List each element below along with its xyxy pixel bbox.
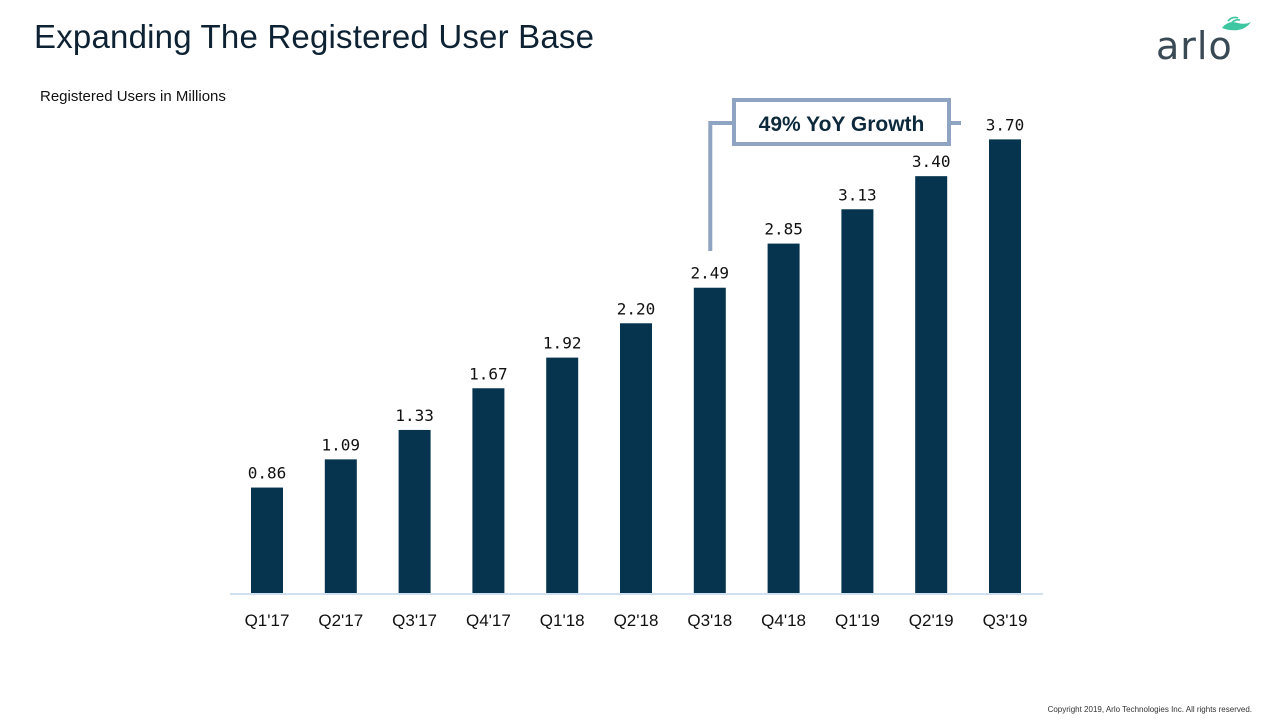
value-label: 1.09 <box>322 435 361 454</box>
bar-Q2'19 <box>915 176 948 593</box>
bar-Q1'17 <box>251 487 283 593</box>
value-label: 1.92 <box>543 334 582 353</box>
bar-Q4'17 <box>472 388 505 593</box>
bar-Q2'17 <box>324 459 357 593</box>
chart-ylabel: Registered Users in Millions <box>40 88 226 105</box>
value-label: 3.40 <box>912 152 951 171</box>
value-label: 2.20 <box>617 299 656 318</box>
category-label: Q3'19 <box>983 611 1028 630</box>
bar-Q2'18 <box>620 323 652 593</box>
value-label: 1.33 <box>395 406 434 425</box>
category-label: Q1'17 <box>245 611 290 630</box>
copyright-notice: Copyright 2019, Arlo Technologies Inc. A… <box>1047 705 1252 714</box>
value-label: 0.86 <box>248 464 287 483</box>
bird-icon <box>1222 16 1251 31</box>
category-label: Q2'17 <box>318 611 363 630</box>
callout-box <box>732 98 951 146</box>
slide-title: Expanding The Registered User Base <box>34 18 595 55</box>
value-label: 3.13 <box>838 185 877 204</box>
bar-Q1'19 <box>841 209 874 593</box>
bars-layer: 0.86 Q1'17 1.09 Q2'17 1.33 Q3'17 1.67 Q4'17 1.92… <box>245 115 1028 630</box>
value-label: 1.67 <box>469 364 508 383</box>
arlo-logo: arlo <box>1156 14 1256 68</box>
bar-Q3'18 <box>693 287 726 593</box>
category-label: Q1'19 <box>835 611 880 630</box>
value-label: 2.85 <box>764 220 803 239</box>
category-label: Q3'17 <box>392 611 437 630</box>
category-label: Q2'18 <box>614 611 659 630</box>
category-label: Q4'18 <box>761 611 806 630</box>
logo-wordmark: arlo <box>1156 24 1233 68</box>
bar-Q3'19 <box>989 139 1021 593</box>
category-label: Q4'17 <box>466 611 511 630</box>
category-label: Q1'18 <box>540 611 585 630</box>
growth-callout: 49% YoY Growth <box>708 98 961 251</box>
bar-Q3'17 <box>398 429 431 593</box>
category-label: Q2'19 <box>909 611 954 630</box>
category-label: Q3'18 <box>687 611 732 630</box>
bar-Q1'18 <box>546 357 579 593</box>
value-label: 2.49 <box>691 264 730 283</box>
bar-Q4'18 <box>767 243 800 593</box>
value-label: 3.70 <box>986 115 1025 134</box>
callout-label: 49% YoY Growth <box>759 113 925 136</box>
